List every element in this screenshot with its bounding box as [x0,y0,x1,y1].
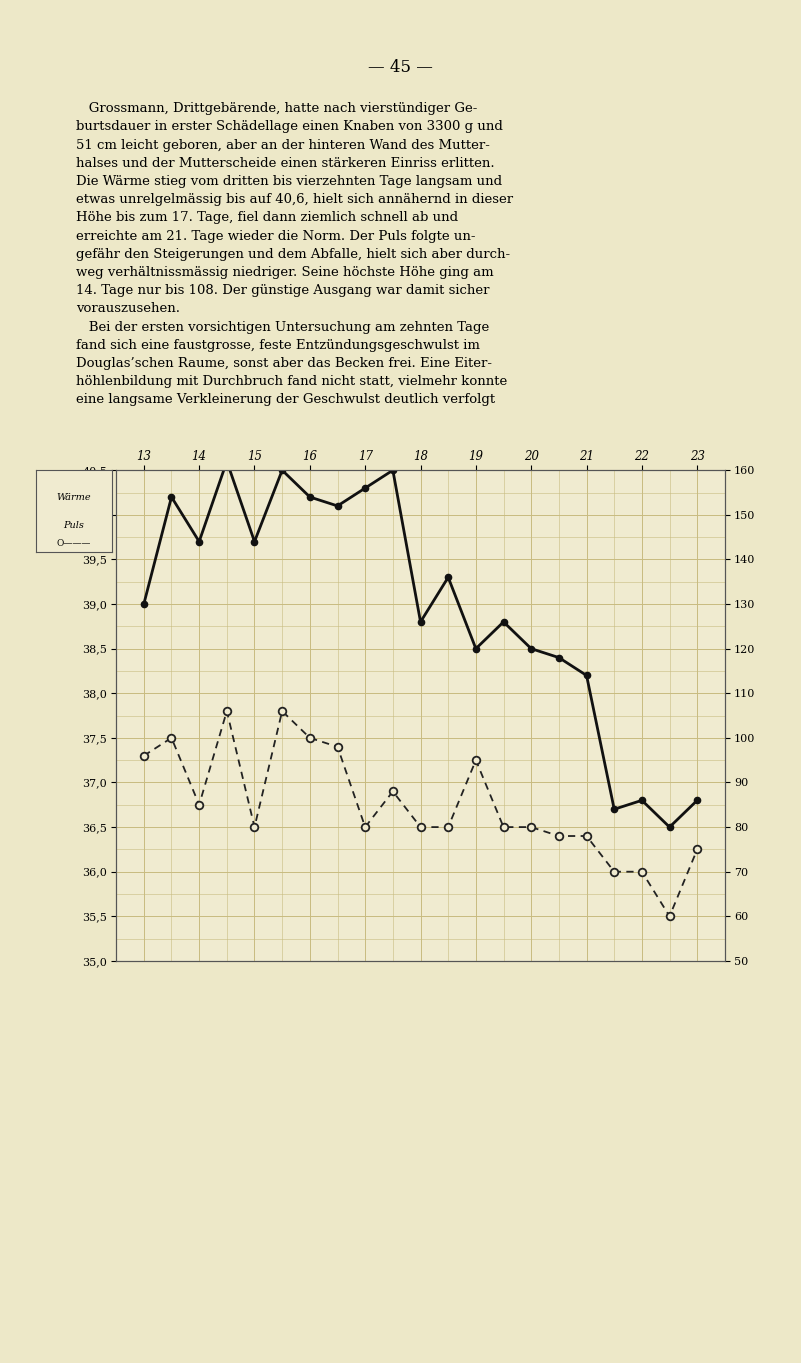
Text: Wärme: Wärme [57,493,91,502]
Text: — 45 —: — 45 — [368,59,433,75]
Text: O———: O——— [57,538,91,548]
Text: Puls: Puls [63,521,85,530]
Text: Grossmann, Drittgebärende, hatte nach vierstündiger Ge-
burtsdauer in erster Sch: Grossmann, Drittgebärende, hatte nach vi… [76,102,513,406]
